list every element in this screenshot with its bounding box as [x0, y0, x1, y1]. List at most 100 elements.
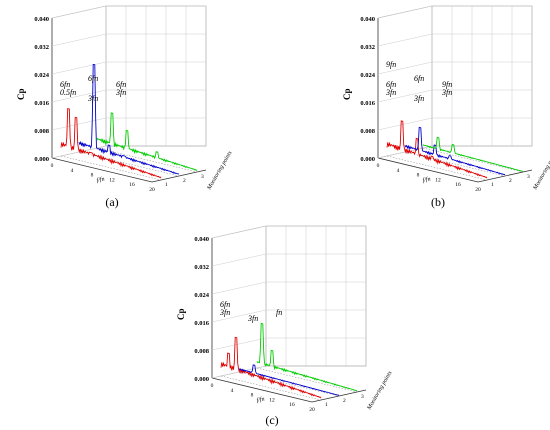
- z-axis-label: Cp: [16, 88, 26, 100]
- peak-annotation: 3fn: [413, 94, 424, 103]
- z-gridline: [51, 61, 107, 75]
- y-tick-label: 3: [361, 394, 364, 400]
- y-tick-label: 2: [183, 178, 186, 184]
- z-gridline: [377, 117, 433, 131]
- panel-label-c: (c): [265, 413, 278, 427]
- series-baseline: [386, 155, 488, 181]
- series-line: [96, 112, 198, 171]
- y-tick-label: 2: [343, 398, 346, 404]
- peak-annotation: fn: [276, 308, 282, 317]
- x-axis-label: f/fn: [256, 395, 265, 404]
- x-tick-label: 12: [269, 397, 275, 403]
- series-baseline: [422, 147, 524, 173]
- peak-annotation: 6fn: [386, 80, 396, 89]
- z-gridline: [211, 337, 267, 351]
- z-tick-label: 0.040: [360, 16, 375, 23]
- x-tick-label: 16: [129, 182, 135, 188]
- series-line: [78, 63, 180, 175]
- peak-annotation: 6fn: [116, 80, 126, 89]
- z-gridline: [51, 117, 107, 131]
- z-gridline: [377, 61, 433, 75]
- z-tick-label: 0.016: [34, 100, 49, 107]
- series-line: [422, 136, 523, 172]
- z-gridline: [211, 309, 267, 323]
- x-tick-label: 20: [309, 407, 315, 413]
- z-gridline: [377, 89, 433, 103]
- x-axis: [211, 377, 313, 403]
- peak-annotation: 6fn: [60, 80, 70, 89]
- x-tick-label: 4: [231, 388, 234, 394]
- series-line: [238, 364, 340, 396]
- panel-a: 0.0000.0080.0160.0240.0320.040Cp04812162…: [16, 5, 234, 193]
- series-line: [386, 120, 488, 179]
- series-line: [220, 336, 322, 399]
- series-baseline: [60, 155, 162, 181]
- panel-c: 0.0000.0080.0160.0240.0320.040Cp04812162…: [176, 225, 394, 413]
- back-wall: [265, 225, 367, 367]
- x-tick-label: 20: [475, 187, 481, 193]
- z-tick-label: 0.008: [194, 348, 209, 355]
- y-tick-label: 1: [165, 182, 168, 188]
- y-axis-label: Monitoring points: [206, 150, 234, 192]
- z-tick-label: 0.040: [34, 16, 49, 23]
- y-axis-label: Monitoring points: [366, 370, 394, 412]
- x-tick-label: 8: [91, 173, 94, 179]
- peak-annotation: 3fn: [87, 94, 98, 103]
- z-tick-label: 0.032: [34, 44, 49, 51]
- z-axis-label: Cp: [176, 308, 186, 320]
- z-gridline: [377, 5, 433, 19]
- x-tick-label: 12: [435, 177, 441, 183]
- peak-annotation: 6fn: [220, 300, 230, 309]
- x-tick-label: 0: [211, 383, 214, 389]
- y-tick-label: 2: [509, 178, 512, 184]
- y-tick-label: 3: [201, 174, 204, 180]
- peak-annotation: 9fn: [442, 80, 452, 89]
- x-tick-label: 0: [51, 163, 54, 169]
- z-tick-label: 0.000: [34, 156, 49, 163]
- z-tick-label: 0.024: [34, 72, 49, 79]
- z-tick-label: 0.016: [194, 320, 209, 327]
- x-axis: [377, 157, 479, 183]
- series-line: [404, 126, 506, 176]
- z-tick-label: 0.000: [194, 376, 209, 383]
- x-tick-label: 4: [71, 168, 74, 174]
- z-gridline: [51, 89, 107, 103]
- series-line: [60, 108, 162, 179]
- y-tick-label: 1: [491, 182, 494, 188]
- back-wall: [105, 5, 207, 147]
- z-tick-label: 0.040: [194, 236, 209, 243]
- z-tick-label: 0.008: [360, 128, 375, 135]
- back-wall: [431, 5, 533, 147]
- peak-annotation: 3fn: [219, 308, 230, 317]
- peak-annotation: 6fn: [88, 74, 98, 83]
- series-baseline: [404, 151, 506, 177]
- y-tick-label: 1: [325, 402, 328, 408]
- x-tick-label: 20: [149, 187, 155, 193]
- series-baseline: [78, 151, 180, 177]
- series-baseline: [220, 375, 322, 401]
- x-tick-label: 8: [417, 173, 420, 179]
- series-baseline: [96, 147, 198, 173]
- peak-annotation: 3fn: [441, 88, 452, 97]
- peak-annotation: 3fn: [385, 88, 396, 97]
- series-line: [256, 322, 358, 392]
- z-gridline: [211, 253, 267, 267]
- x-tick-label: 16: [455, 182, 461, 188]
- z-gridline: [51, 5, 107, 19]
- series-baseline: [238, 371, 340, 397]
- panel-b: 0.0000.0080.0160.0240.0320.040Cp04812162…: [342, 5, 550, 193]
- series-baseline: [256, 367, 358, 393]
- x-tick-label: 16: [289, 402, 295, 408]
- x-axis-label: f/fn: [96, 175, 105, 184]
- peak-annotation: 9fn: [386, 60, 396, 69]
- z-gridline: [211, 281, 267, 295]
- peak-annotation: 6fn: [414, 74, 424, 83]
- z-gridline: [51, 33, 107, 47]
- x-tick-label: 0: [377, 163, 380, 169]
- z-gridline: [211, 225, 267, 239]
- peak-annotation: 0.5fn: [60, 88, 76, 97]
- z-tick-label: 0.032: [360, 44, 375, 51]
- x-tick-label: 8: [251, 393, 254, 399]
- panel-label-b: (b): [431, 195, 445, 209]
